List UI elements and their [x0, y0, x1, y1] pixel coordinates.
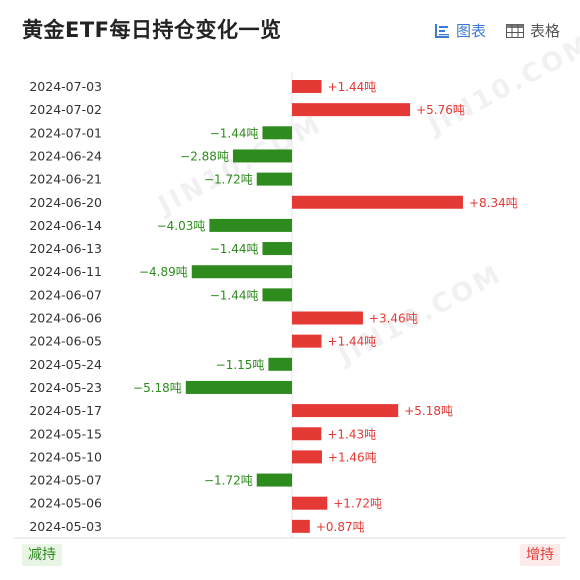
- data-label: +8.34吨: [469, 196, 518, 210]
- bar: [292, 195, 463, 209]
- bar: [292, 103, 411, 117]
- tab-chart-label: 图表: [455, 22, 486, 40]
- decrease-badge: 减持: [22, 544, 62, 566]
- bar: [292, 427, 322, 441]
- category-label: 2024-05-07: [29, 473, 102, 488]
- bar: [292, 334, 322, 348]
- bar: [292, 404, 399, 418]
- bar: [262, 126, 292, 140]
- category-label: 2024-07-01: [29, 125, 102, 140]
- bar: [209, 218, 292, 232]
- bar: [256, 172, 292, 186]
- category-label: 2024-06-11: [29, 264, 102, 279]
- data-label: +3.46吨: [369, 312, 418, 326]
- increase-badge: 增持: [520, 544, 560, 566]
- data-label: +5.76吨: [416, 103, 465, 117]
- bar: [262, 288, 292, 302]
- table-icon: [505, 23, 524, 38]
- bar: [292, 496, 328, 510]
- category-label: 2024-06-20: [29, 195, 102, 210]
- x-tick-label: 0: [287, 543, 297, 544]
- data-label: −4.89吨: [139, 265, 188, 279]
- category-label: 2024-05-17: [29, 403, 102, 418]
- category-label: 2024-05-23: [29, 380, 102, 395]
- category-label: 2024-06-07: [29, 287, 102, 302]
- tab-table[interactable]: 表格: [505, 20, 560, 41]
- category-label: 2024-05-15: [29, 426, 102, 441]
- data-label: +0.87吨: [316, 520, 365, 534]
- x-tick-label: 3: [349, 543, 359, 544]
- bar-chart-icon: [434, 23, 450, 39]
- category-label: 2024-05-03: [29, 519, 102, 534]
- category-label: 2024-06-13: [29, 241, 102, 256]
- data-label: −2.88吨: [180, 149, 229, 163]
- bar: [256, 473, 292, 487]
- data-label: −1.44吨: [210, 126, 259, 140]
- bar: [292, 80, 322, 93]
- x-tick-label: −3: [219, 543, 241, 544]
- x-tick-label: 6: [410, 543, 420, 544]
- data-label: −1.72吨: [204, 173, 253, 187]
- data-label: −1.15吨: [216, 358, 265, 372]
- header: 黄金ETF每日持仓变化一览 图表: [0, 0, 580, 58]
- data-label: −4.03吨: [157, 219, 206, 233]
- category-label: 2024-05-06: [29, 496, 102, 511]
- bar: [292, 311, 363, 325]
- tab-chart[interactable]: 图表: [434, 20, 486, 41]
- bar: [185, 380, 292, 394]
- category-label: 2024-05-24: [29, 357, 102, 372]
- bar-chart: 2024-07-03 +1.44吨 2024-07-02 +5.76吨 2024-07-…: [14, 72, 566, 544]
- x-tick-label: 9: [472, 543, 482, 544]
- category-label: 2024-06-06: [29, 311, 102, 326]
- bar: [262, 242, 292, 256]
- category-label: 2024-06-24: [29, 148, 102, 163]
- bar: [292, 450, 322, 464]
- bar: [268, 357, 292, 371]
- category-label: 2024-06-05: [29, 334, 102, 349]
- data-label: −1.44吨: [210, 288, 259, 302]
- bar: [292, 519, 310, 533]
- category-label: 2024-07-02: [29, 102, 102, 117]
- data-label: −5.18吨: [133, 381, 182, 395]
- category-label: 2024-06-21: [29, 172, 102, 187]
- category-label: 2024-07-03: [29, 79, 102, 94]
- data-label: +1.44吨: [328, 80, 377, 94]
- tab-table-label: 表格: [529, 22, 560, 40]
- data-label: +1.44吨: [328, 335, 377, 349]
- page-title: 黄金ETF每日持仓变化一览: [22, 18, 282, 42]
- data-label: +1.46吨: [328, 450, 377, 464]
- category-label: 2024-05-10: [29, 449, 102, 464]
- data-label: +5.18吨: [404, 404, 453, 418]
- category-label: 2024-06-14: [29, 218, 102, 233]
- data-label: +1.72吨: [333, 497, 382, 511]
- bar: [232, 149, 292, 163]
- bar: [191, 265, 292, 279]
- data-label: −1.44吨: [210, 242, 259, 256]
- x-tick-label: −6: [158, 543, 180, 544]
- view-toggle: 图表 表格: [434, 20, 560, 41]
- data-label: +1.43吨: [327, 427, 376, 441]
- data-label: −1.72吨: [204, 474, 253, 488]
